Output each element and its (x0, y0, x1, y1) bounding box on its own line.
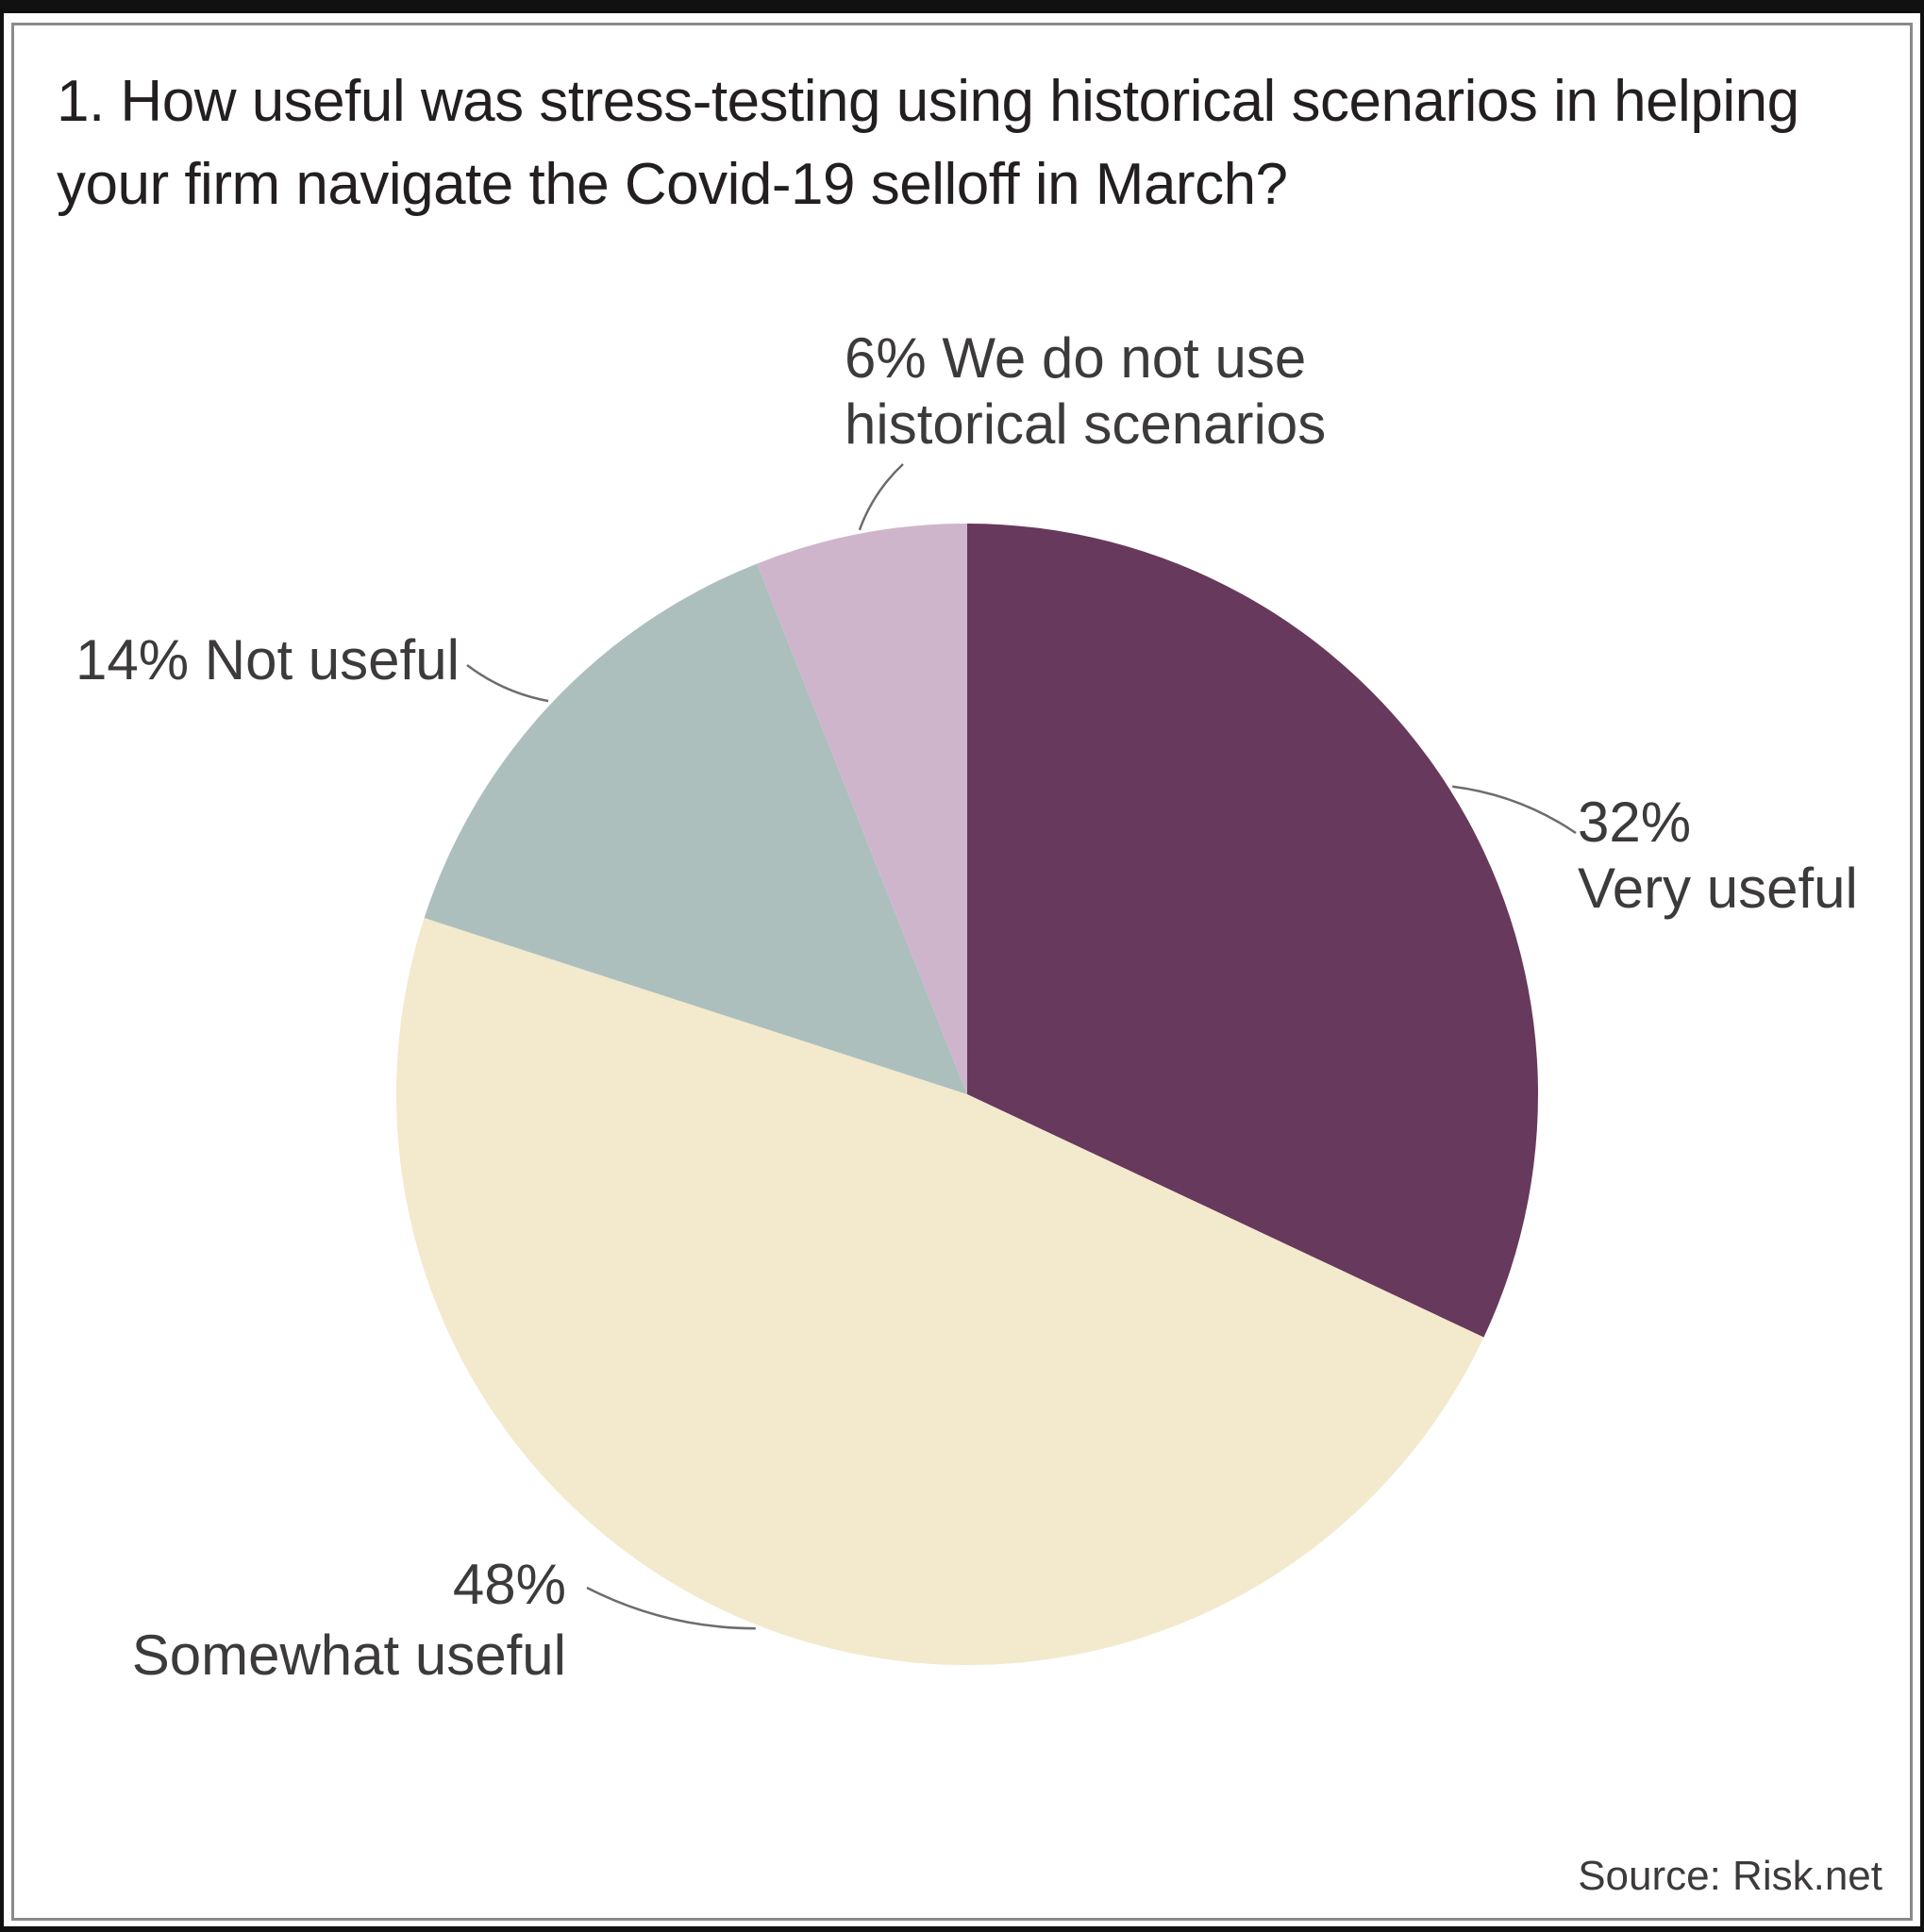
slice-label-somewhat-useful-value: 48% (453, 1553, 566, 1616)
source-note: Source: Risk.net (1578, 1853, 1882, 1899)
pie-slice-not-useful (424, 563, 967, 1094)
slice-label-very-useful-name: Very useful (1578, 857, 1858, 920)
pie-slice-somewhat-useful (395, 918, 1484, 1666)
slice-label-no-historical-line-2: historical scenarios (845, 392, 1326, 456)
label-leader-lines (466, 463, 1577, 1630)
chart-title-line-2: your firm navigate the Covid-19 selloff … (57, 152, 1288, 217)
leader-line-very-useful (1452, 785, 1577, 835)
slice-label-very-useful-value: 32% (1578, 791, 1691, 854)
chart-title-line-1: 1. How useful was stress-testing using h… (57, 69, 1799, 134)
leader-line-not-useful (466, 664, 549, 703)
slice-label-no-historical-line-1: 6% We do not use (845, 326, 1306, 390)
slice-labels: 32% Very useful 48% Somewhat useful 14% … (75, 326, 1858, 1687)
slice-label-not-useful: 14% Not useful (75, 628, 460, 691)
leader-line-we-do-not-use-historical-scenarios (858, 463, 904, 531)
pie-slice-very-useful (967, 523, 1539, 1338)
pie-slices (395, 523, 1539, 1666)
slice-label-somewhat-useful-name: Somewhat useful (132, 1624, 566, 1687)
pie-slice-we-do-not-use-historical-scenarios (757, 524, 967, 1094)
leader-line-somewhat-useful (586, 1586, 756, 1630)
chart-title: 1. How useful was stress-testing using h… (57, 60, 1849, 226)
